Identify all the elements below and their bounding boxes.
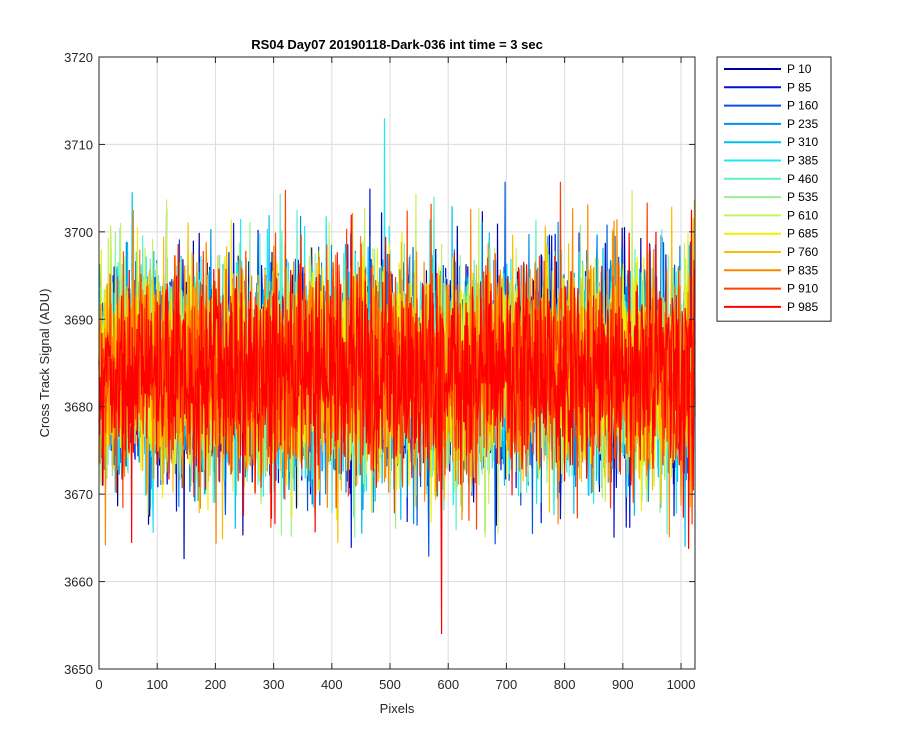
legend-entry: P 460 — [787, 172, 818, 186]
series-line-p835 — [98, 204, 696, 546]
y-tick-label: 3680 — [64, 400, 93, 415]
legend: P 10 P 85 P 160 P 235 P 310 P 385 P 460 P 535 P … — [716, 56, 832, 322]
x-tick-label: 700 — [496, 677, 518, 692]
x-tick-label: 200 — [205, 677, 227, 692]
legend-entry: P 910 — [787, 282, 818, 296]
x-tick-label: 100 — [146, 677, 168, 692]
legend-entry: P 235 — [787, 117, 818, 131]
y-tick-label: 3650 — [64, 662, 93, 677]
y-tick-label: 3660 — [64, 575, 93, 590]
legend-entry: P 10 — [787, 62, 812, 76]
legend-entry: P 310 — [787, 135, 818, 149]
legend-entry: P 760 — [787, 245, 818, 259]
legend-box — [716, 56, 832, 322]
x-tick-label: 800 — [554, 677, 576, 692]
y-tick-label: 3670 — [64, 487, 93, 502]
legend-entry: P 85 — [787, 80, 812, 94]
plot-frame — [98, 56, 696, 670]
x-tick-label: 400 — [321, 677, 343, 692]
legend-entry: P 535 — [787, 190, 818, 204]
series-line-p985 — [98, 209, 696, 635]
x-tick-label: 1000 — [667, 677, 696, 692]
y-tick-label: 3690 — [64, 312, 93, 327]
axis-ticks: 0 100 200 300 400 500 600 700 800 900 1000 3650 3660… — [64, 50, 695, 692]
y-tick-label: 3700 — [64, 225, 93, 240]
x-tick-label: 600 — [437, 677, 459, 692]
plot-area: 0 100 200 300 400 500 600 700 800 900 1000 3650 3660… — [64, 50, 696, 692]
series-lines — [98, 118, 696, 635]
x-axis-label: Pixels — [380, 701, 415, 716]
legend-entry: P 835 — [787, 263, 818, 277]
x-tick-label: 300 — [263, 677, 285, 692]
x-tick-label: 500 — [379, 677, 401, 692]
legend-entry: P 160 — [787, 99, 818, 113]
y-axis-label: Cross Track Signal (ADU) — [37, 289, 52, 438]
y-tick-label: 3720 — [64, 50, 93, 65]
x-tick-label: 900 — [612, 677, 634, 692]
x-tick-label: 0 — [95, 677, 102, 692]
legend-entry: P 685 — [787, 227, 818, 241]
y-tick-label: 3710 — [64, 137, 93, 152]
chart-title: RS04 Day07 20190118-Dark-036 int time = … — [251, 37, 543, 52]
legend-entry: P 610 — [787, 208, 818, 222]
legend-entry: P 985 — [787, 300, 818, 314]
legend-entry: P 385 — [787, 154, 818, 168]
